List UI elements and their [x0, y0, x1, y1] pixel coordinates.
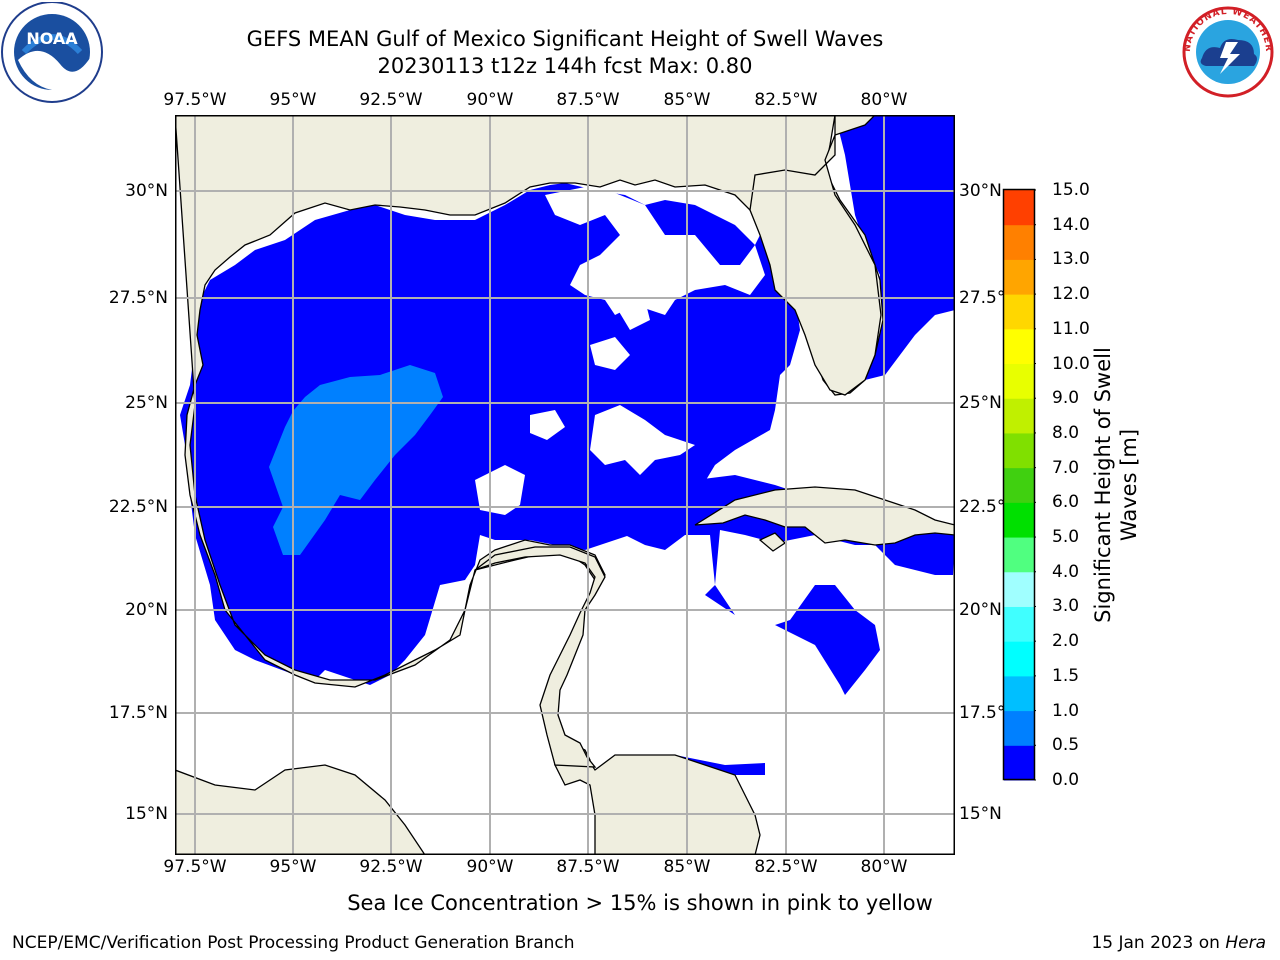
colorbar-segment	[1004, 606, 1034, 642]
colorbar-tick-label: 3.0	[1052, 596, 1080, 617]
colorbar-tick-label: 6.0	[1052, 492, 1080, 513]
lon-label-bottom: 82.5°W	[754, 857, 818, 877]
lon-label-bottom: 97.5°W	[163, 857, 227, 877]
lon-label-bottom: 90°W	[466, 857, 514, 877]
lat-label-left: 30°N	[125, 181, 168, 201]
colorbar-tick-label: 4.0	[1052, 561, 1080, 582]
lon-label-bottom: 95°W	[269, 857, 317, 877]
colorbar-segment	[1004, 224, 1034, 260]
lat-label-left: 25°N	[125, 393, 168, 413]
colorbar-label: Significant Height of Swell Waves [m]	[1091, 347, 1141, 623]
land-cuba	[694, 486, 955, 546]
swell-gaps	[475, 185, 765, 515]
colorbar-tick-label: 10.0	[1052, 353, 1090, 374]
lat-label-right: 15°N	[959, 804, 1002, 824]
colorbar-tick-label: 14.0	[1052, 214, 1090, 235]
nws-logo: NATIONAL WEATHER SERVICE	[1176, 2, 1276, 100]
lat-label-left: 27.5°N	[108, 288, 168, 308]
lat-label-left: 20°N	[125, 600, 168, 620]
lon-label-top: 80°W	[860, 90, 908, 110]
sea-ice-note: Sea Ice Concentration > 15% is shown in …	[347, 891, 933, 915]
footer-host: Hera	[1225, 933, 1266, 953]
lon-label-top: 82.5°W	[754, 90, 818, 110]
colorbar-tick-label: 12.0	[1052, 284, 1090, 305]
lon-label-top: 85°W	[663, 90, 711, 110]
colorbar-tick-label: 8.0	[1052, 422, 1080, 443]
map-panel	[175, 115, 955, 855]
colorbar-segment	[1004, 537, 1034, 573]
colorbar-tick-label: 1.5	[1052, 665, 1080, 686]
lon-label-top: 97.5°W	[163, 90, 227, 110]
lon-label-bottom: 80°W	[860, 857, 908, 877]
colorbar-tick-label: 7.0	[1052, 457, 1080, 478]
colorbar-segment	[1004, 745, 1034, 781]
lon-label-top: 92.5°W	[359, 90, 423, 110]
colorbar-tick-label: 11.0	[1052, 318, 1090, 339]
colorbar-tick-label: 9.0	[1052, 388, 1080, 409]
lon-label-top: 87.5°W	[556, 90, 620, 110]
colorbar-segment	[1004, 363, 1034, 399]
footer-credit: NCEP/EMC/Verification Post Processing Pr…	[12, 933, 575, 953]
lat-label-right: 30°N	[959, 181, 1002, 201]
colorbar-segment	[1004, 294, 1034, 330]
lon-label-top: 95°W	[269, 90, 317, 110]
footer-date-text: 15 Jan 2023 on	[1091, 933, 1220, 953]
graticule	[175, 115, 955, 855]
lon-label-bottom: 85°W	[663, 857, 711, 877]
lon-label-bottom: 87.5°W	[556, 857, 620, 877]
land-florida	[749, 115, 882, 396]
colorbar-segment	[1004, 502, 1034, 538]
colorbar-tick-label: 0.0	[1052, 770, 1080, 790]
lat-label-left: 15°N	[125, 804, 168, 824]
colorbar-segment	[1004, 710, 1034, 746]
colorbar-frame	[1002, 188, 1036, 781]
colorbar-segment	[1004, 675, 1034, 712]
colorbar-segment	[1004, 432, 1034, 469]
lon-label-bottom: 92.5°W	[359, 857, 423, 877]
colorbar	[1002, 188, 1036, 781]
colorbar-tick-label: 5.0	[1052, 527, 1080, 548]
colorbar-segment	[1004, 571, 1034, 607]
lat-label-left: 17.5°N	[108, 703, 168, 723]
colorbar-segment	[1004, 259, 1034, 295]
colorbar-tick-label: 1.0	[1052, 700, 1080, 721]
colorbar-segment	[1004, 398, 1034, 434]
map-frame	[175, 115, 955, 855]
colorbar-segment	[1004, 190, 1034, 226]
colorbar-segment	[1004, 328, 1034, 365]
colorbar-segment	[1004, 467, 1034, 503]
chart-subtitle: 20230113 t12z 144h fcst Max: 0.80	[377, 54, 753, 78]
lat-label-right: 25°N	[959, 393, 1002, 413]
lon-label-top: 90°W	[466, 90, 514, 110]
noaa-logo: NOAA	[1, 2, 103, 103]
chart-title: GEFS MEAN Gulf of Mexico Significant Hei…	[246, 27, 884, 51]
colorbar-tick-label: 13.0	[1052, 249, 1090, 270]
lat-label-left: 22.5°N	[108, 497, 168, 517]
colorbar-tick-label: 15.0	[1052, 180, 1090, 200]
colorbar-segment	[1004, 641, 1034, 677]
colorbar-tick-label: 0.5	[1052, 735, 1080, 756]
colorbar-tick-label: 2.0	[1052, 631, 1080, 652]
svg-text:NOAA: NOAA	[26, 29, 78, 48]
footer-date: 15 Jan 2023 on Hera	[1091, 933, 1266, 953]
lat-label-right: 20°N	[959, 600, 1002, 620]
